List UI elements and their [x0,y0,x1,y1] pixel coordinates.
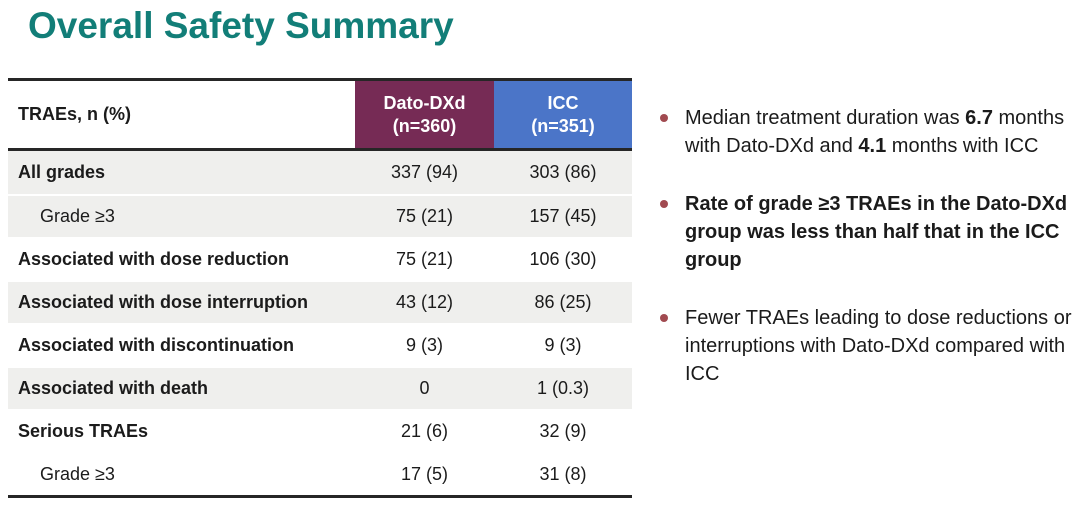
dato-value: 75 (21) [355,194,494,237]
icc-col-name: ICC [547,92,579,113]
dato-col-n: (n=360) [392,115,457,136]
icc-col-n: (n=351) [531,115,595,136]
dato-value: 337 (94) [355,151,494,194]
bullet-dot-icon [660,114,668,122]
page-title: Overall Safety Summary [28,5,454,46]
dato-value: 9 (3) [355,323,494,366]
icc-value: 1 (0.3) [494,366,632,409]
safety-table-body: All grades 337 (94) 303 (86) Grade ≥3 75 (21… [8,151,632,495]
bullet-item: Fewer TRAEs leading to dose reductions o… [657,304,1080,388]
row-label: Associated with dose reduction [8,237,355,280]
table-row: Associated with death 0 1 (0.3) [8,366,632,409]
dato-value: 21 (6) [355,409,494,452]
table-header-icc: ICC (n=351) [494,81,632,151]
table-row: Grade ≥3 17 (5) 31 (8) [8,452,632,495]
icc-value: 106 (30) [494,237,632,280]
table-header-label: TRAEs, n (%) [8,81,355,151]
bullet-item: Median treatment duration was 6.7 months… [657,104,1080,160]
table-header-row: TRAEs, n (%) Dato-DXd (n=360) ICC (n=351… [8,81,632,151]
icc-value: 32 (9) [494,409,632,452]
safety-table: TRAEs, n (%) Dato-DXd (n=360) ICC (n=351… [8,78,632,498]
row-label: Grade ≥3 [8,194,355,237]
bullet-dot-icon [660,200,668,208]
row-label: Associated with discontinuation [8,323,355,366]
row-label: Grade ≥3 [8,452,355,495]
dato-value: 0 [355,366,494,409]
icc-value: 86 (25) [494,280,632,323]
bullet-dot-icon [660,314,668,322]
icc-value: 157 (45) [494,194,632,237]
dato-col-name: Dato-DXd [383,92,466,113]
table-header-dato: Dato-DXd (n=360) [355,81,494,151]
table-row: Associated with dose reduction 75 (21) 106… [8,237,632,280]
bullet-text: Fewer TRAEs leading to dose reductions o… [685,307,1072,385]
bullet-list: Median treatment duration was 6.7 months… [657,104,1080,418]
row-label: Associated with dose interruption [8,280,355,323]
table-row: Serious TRAEs 21 (6) 32 (9) [8,409,632,452]
table-row: Associated with dose interruption 43 (12)… [8,280,632,323]
icc-value: 9 (3) [494,323,632,366]
dato-value: 17 (5) [355,452,494,495]
icc-value: 31 (8) [494,452,632,495]
dato-value: 43 (12) [355,280,494,323]
row-label: Associated with death [8,366,355,409]
dato-value: 75 (21) [355,237,494,280]
table-row: All grades 337 (94) 303 (86) [8,151,632,194]
row-label: All grades [8,151,355,194]
icc-value: 303 (86) [494,151,632,194]
bullet-text: Rate of grade ≥3 TRAEs in the Dato-DXd g… [685,193,1068,271]
bullet-item: Rate of grade ≥3 TRAEs in the Dato-DXd g… [657,190,1080,274]
bullet-text: Median treatment duration was 6.7 months… [685,107,1065,157]
table-row: Grade ≥3 75 (21) 157 (45) [8,194,632,237]
row-label: Serious TRAEs [8,409,355,452]
table-row: Associated with discontinuation 9 (3) 9 (3… [8,323,632,366]
